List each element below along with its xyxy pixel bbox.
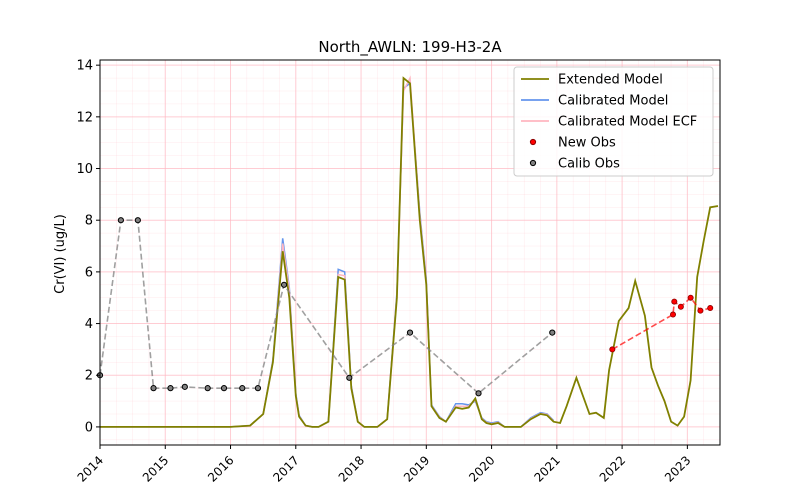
calib-obs-dashed-line [99, 219, 553, 395]
new-obs-point [687, 294, 694, 301]
calib-obs-point [134, 217, 141, 224]
new-obs-point [697, 307, 704, 314]
y-tick-label: 8 [85, 214, 93, 229]
series-line-calibrated-model-ecf [100, 75, 555, 428]
calib-obs-point [280, 281, 288, 288]
new-obs-point [670, 311, 677, 318]
calib-obs-point [220, 385, 228, 392]
legend: Extended Model Calibrated Model Calibrated… [513, 66, 714, 177]
series-line-extended-model [100, 76, 719, 428]
y-tick-label: 6 [85, 265, 93, 280]
x-tick-label: 2019 [401, 453, 432, 484]
calib-obs-point [475, 390, 482, 397]
new-obs-point [671, 298, 678, 305]
series-layer [96, 75, 719, 428]
calib-obs-point [117, 217, 124, 224]
legend-label: Calibrated Model ECF [558, 115, 697, 130]
calib-obs-point [549, 329, 556, 336]
y-tick-label: 14 [76, 59, 93, 74]
new-obs-point [609, 346, 616, 353]
calib-obs-point [346, 374, 353, 381]
x-tick-label: 2015 [140, 453, 171, 484]
legend-label: Calib Obs [558, 157, 620, 172]
y-tick-label: 0 [85, 420, 93, 435]
legend-swatch-marker [529, 159, 537, 167]
legend-label: New Obs [558, 136, 616, 151]
legend-label: Extended Model [558, 73, 663, 88]
calib-obs-point [181, 383, 188, 390]
x-tick-label: 2022 [597, 453, 628, 484]
x-tick-label: 2017 [270, 453, 301, 484]
x-tick-label: 2020 [466, 453, 497, 484]
y-tick-label: 12 [76, 110, 93, 125]
x-tick-label: 2016 [205, 453, 236, 484]
y-tick-label: 4 [85, 317, 93, 332]
y-axis-label: Cr(VI) (ug/L) [53, 214, 68, 294]
y-tick-label: 2 [85, 369, 93, 384]
new-obs-point [707, 305, 714, 312]
y-tick-label: 10 [76, 162, 93, 177]
legend-swatch-marker [529, 138, 537, 146]
calib-obs-point [254, 385, 262, 392]
plot-frame [99, 59, 721, 446]
x-tick-label: 2018 [336, 453, 367, 484]
x-tick-label: 2023 [662, 453, 693, 484]
chart-title: North_AWLN: 199-H3-2A [318, 38, 502, 57]
calib-obs-point [406, 329, 414, 336]
legend-box [513, 66, 714, 177]
calib-obs-point [204, 385, 211, 392]
calib-obs-point [239, 385, 246, 392]
calib-obs-point [167, 385, 174, 392]
legend-label: Calibrated Model [558, 94, 668, 109]
x-tick-label: 2014 [75, 453, 106, 484]
calib-obs-point [150, 385, 157, 392]
x-tick-label: 2021 [531, 453, 562, 484]
new-obs-point [677, 303, 684, 310]
